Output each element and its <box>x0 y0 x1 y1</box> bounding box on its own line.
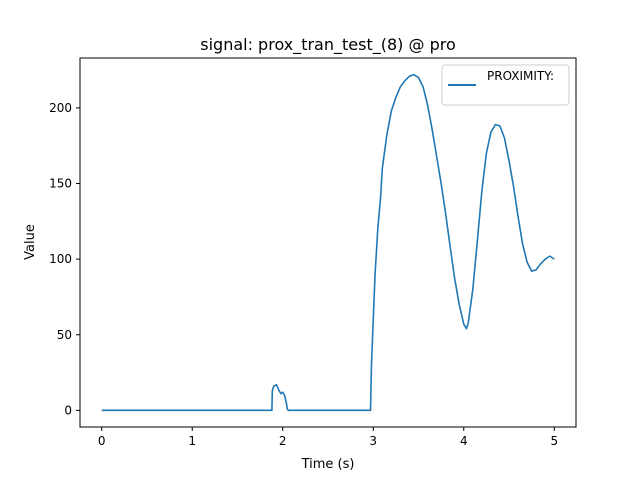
legend-box <box>441 64 570 106</box>
chart-title: signal: prox_tran_test_(8) @ pro <box>200 35 455 55</box>
legend: PROXIMITY: <box>441 64 570 106</box>
y-axis-label: Value <box>23 224 38 260</box>
legend-series-label: PROXIMITY: <box>487 69 554 83</box>
y-tick-label: 100 <box>49 252 72 266</box>
x-tick-label: 1 <box>188 434 196 448</box>
x-axis-label: Time (s) <box>301 457 355 472</box>
y-tick-label: 0 <box>64 403 72 417</box>
x-tick-label: 4 <box>460 434 468 448</box>
x-tick-label: 3 <box>369 434 377 448</box>
x-tick-label: 5 <box>550 434 558 448</box>
y-tick-label: 50 <box>57 328 72 342</box>
y-tick-label: 200 <box>49 101 72 115</box>
series-line-0 <box>101 73 555 412</box>
plot-area <box>79 57 577 428</box>
x-tick-label: 0 <box>98 434 106 448</box>
axes-frame <box>79 57 577 428</box>
x-tick-label: 2 <box>279 434 287 448</box>
y-tick-label: 150 <box>49 177 72 191</box>
